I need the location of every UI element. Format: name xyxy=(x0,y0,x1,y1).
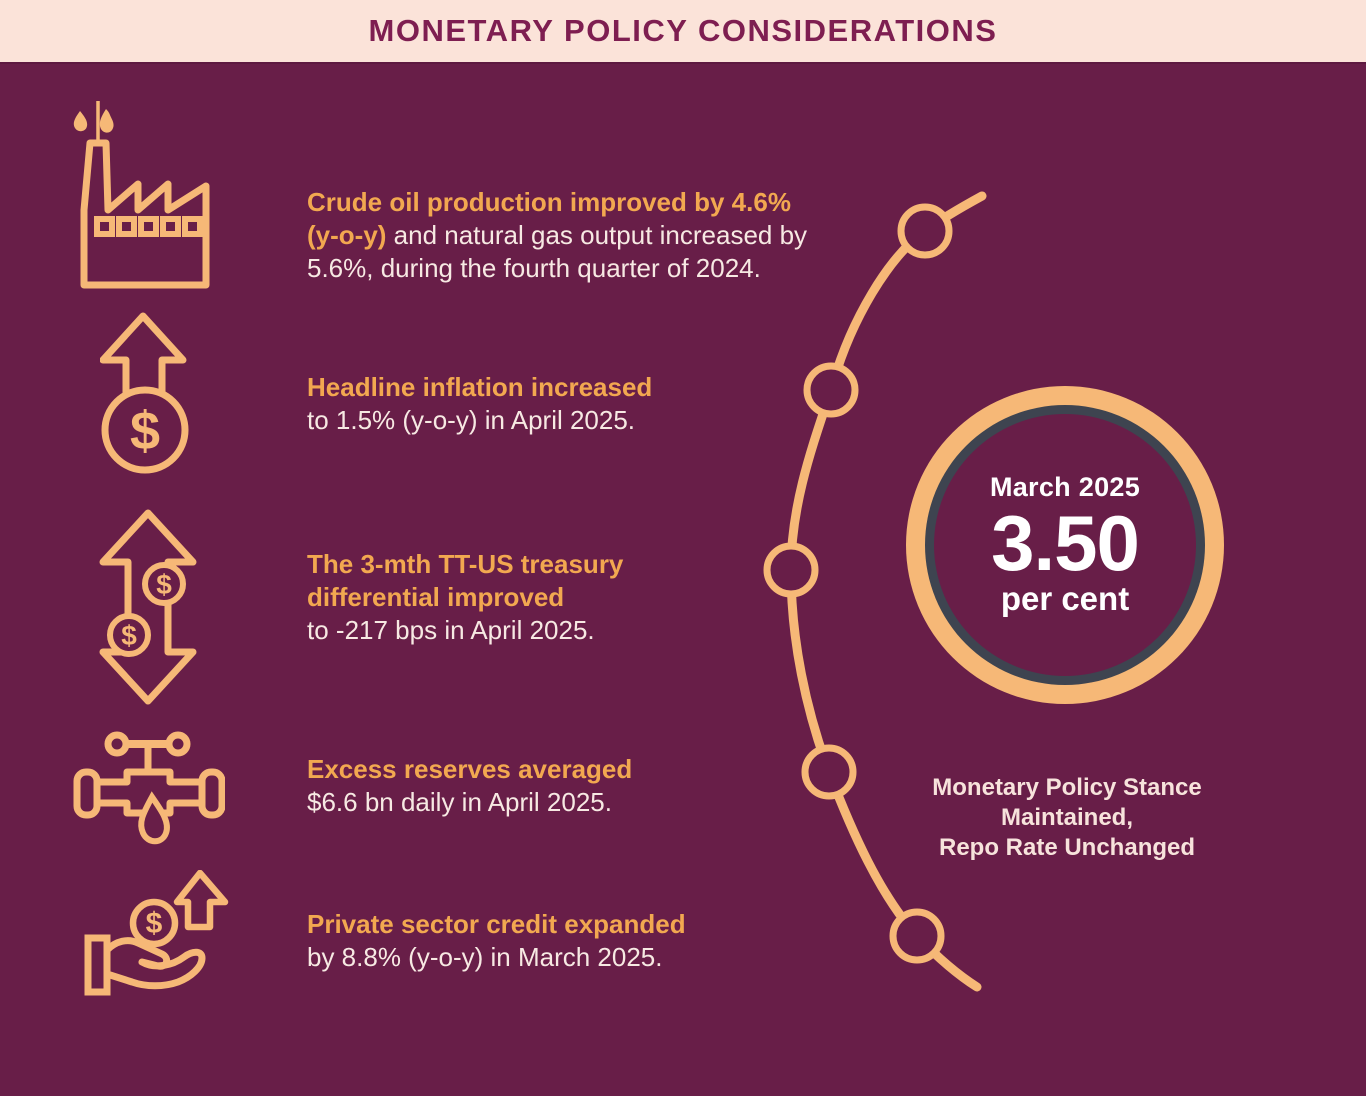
liquidity-valve-icon xyxy=(73,731,225,845)
badge-inner: March 2025 3.50 per cent xyxy=(934,414,1196,676)
dollar-glyph: $ xyxy=(146,907,163,940)
infographic-item-private-credit: Private sector credit expanded by 8.8% (… xyxy=(307,908,907,974)
dollar-glyph: $ xyxy=(130,401,160,461)
item-text-line: to -217 bps in April 2025. xyxy=(307,615,595,645)
item-text-line: differential improved xyxy=(307,582,565,612)
stance-caption: Monetary Policy Stance Maintained, Repo … xyxy=(932,774,1202,861)
dollar-glyph: $ xyxy=(121,620,137,651)
inflation-dollar-up-icon: $ xyxy=(100,312,189,474)
infographic-item-treasury-differential: The 3-mth TT-US treasury differential im… xyxy=(307,548,907,647)
item-text-line: $6.6 bn daily in April 2025. xyxy=(307,787,612,817)
timeline-node xyxy=(763,542,819,598)
item-text-line: 5.6%, during the fourth quarter of 2024. xyxy=(307,253,761,283)
item-text-line: to 1.5% (y-o-y) in April 2025. xyxy=(307,405,636,435)
title-banner: MONETARY POLICY CONSIDERATIONS xyxy=(0,0,1366,62)
timeline-node xyxy=(803,362,859,418)
badge-period: March 2025 xyxy=(989,471,1141,502)
item-text-line: The 3-mth TT-US treasury xyxy=(307,549,624,579)
badge-rate: 3.50 xyxy=(991,498,1140,587)
timeline-node xyxy=(801,744,857,800)
badge-unit: per cent xyxy=(1000,580,1130,618)
credit-hand-coin-icon: $ xyxy=(84,870,229,996)
item-text-line: Headline inflation increased xyxy=(307,372,653,402)
timeline-node xyxy=(889,908,945,964)
item-text-line: Private sector credit expanded xyxy=(307,909,686,939)
infographic-item-excess-reserves: Excess reserves averaged $6.6 bn daily i… xyxy=(307,753,907,819)
item-text-line: (y-o-y) and natural gas output increased… xyxy=(307,220,808,250)
item-text-line: by 8.8% (y-o-y) in March 2025. xyxy=(307,942,663,972)
dollar-glyph: $ xyxy=(156,569,172,600)
oil-refinery-icon xyxy=(73,101,210,289)
repo-rate-badge: March 2025 3.50 per cent xyxy=(906,386,1224,704)
item-text-line: Crude oil production improved by 4.6% xyxy=(307,187,791,217)
treasury-differential-arrows-icon: $ $ xyxy=(99,509,197,705)
infographic-item-inflation: Headline inflation increased to 1.5% (y-… xyxy=(307,371,907,437)
timeline-node xyxy=(897,203,953,259)
item-text-line: Excess reserves averaged xyxy=(307,754,633,784)
page-title: MONETARY POLICY CONSIDERATIONS xyxy=(368,13,998,48)
infographic-item-crude-oil: Crude oil production improved by 4.6% (y… xyxy=(307,186,907,285)
